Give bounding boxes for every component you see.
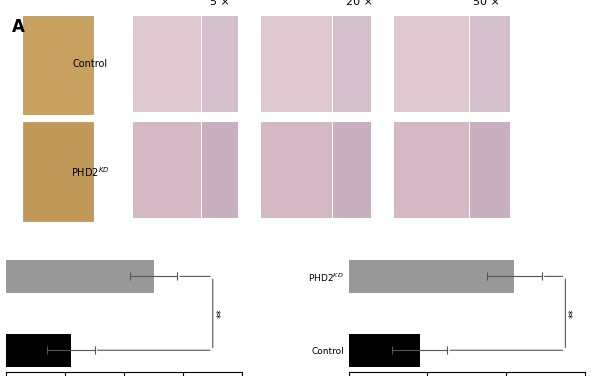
FancyBboxPatch shape	[333, 123, 371, 218]
FancyBboxPatch shape	[394, 16, 469, 112]
FancyBboxPatch shape	[333, 16, 371, 112]
Bar	[6, 334, 71, 367]
FancyBboxPatch shape	[134, 16, 201, 112]
FancyBboxPatch shape	[202, 16, 238, 112]
Text: 20 ×: 20 ×	[346, 0, 373, 7]
Text: 5 ×: 5 ×	[210, 0, 230, 7]
Bar	[349, 260, 514, 293]
FancyBboxPatch shape	[23, 16, 93, 114]
Text: A: A	[12, 18, 25, 36]
FancyBboxPatch shape	[470, 16, 510, 112]
Text: Control: Control	[72, 59, 108, 68]
FancyBboxPatch shape	[470, 123, 510, 218]
FancyBboxPatch shape	[261, 16, 332, 112]
Bar	[349, 334, 420, 367]
Text: **: **	[569, 309, 579, 318]
Text: **: **	[216, 309, 226, 318]
Bar	[6, 260, 154, 293]
FancyBboxPatch shape	[23, 123, 93, 220]
FancyBboxPatch shape	[134, 123, 201, 218]
FancyBboxPatch shape	[202, 123, 238, 218]
FancyBboxPatch shape	[394, 123, 469, 218]
Text: PHD2$^{KD}$: PHD2$^{KD}$	[71, 166, 109, 179]
Text: 50 ×: 50 ×	[473, 0, 500, 7]
FancyBboxPatch shape	[261, 123, 332, 218]
